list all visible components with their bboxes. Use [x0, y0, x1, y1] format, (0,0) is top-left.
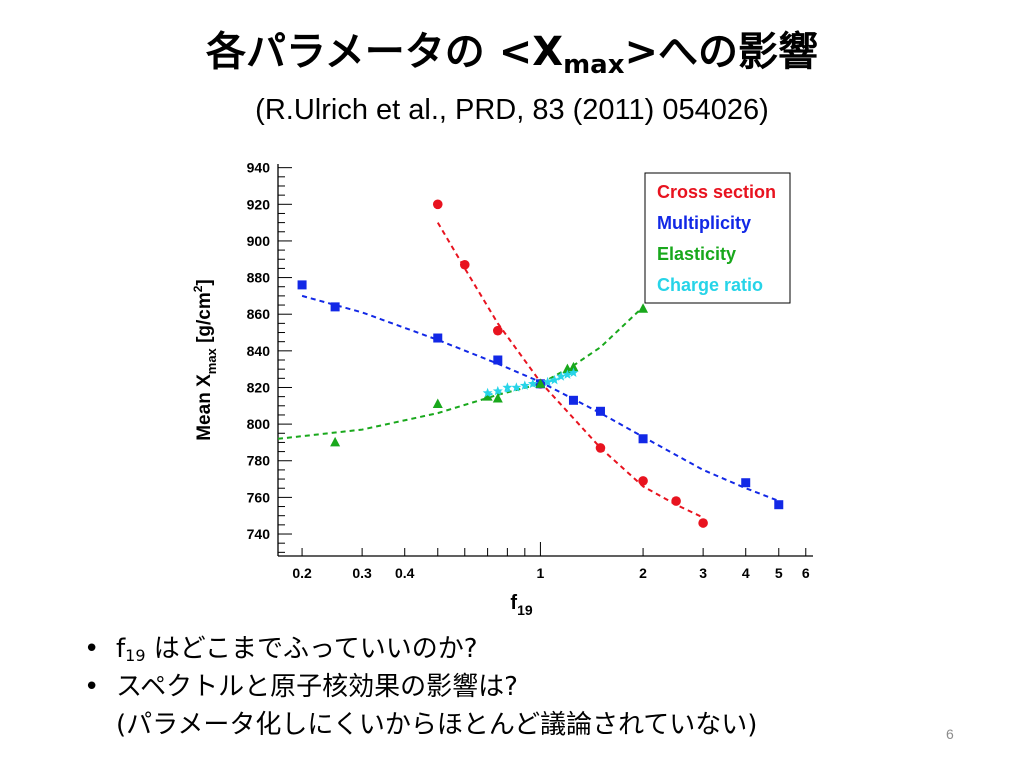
- data-point: [568, 395, 578, 405]
- bullet-item: • f19 はどこまでふっていいのか?: [84, 630, 757, 668]
- x-axis: 0.2 0.3 0.4 1 2 3 4 5 6: [292, 542, 810, 581]
- data-point: [595, 443, 606, 453]
- fit-curve: [301, 294, 780, 502]
- y-tick-label: 880: [247, 270, 271, 286]
- data-point: [595, 406, 605, 416]
- x-axis-title: f19: [510, 592, 532, 615]
- bullet-text: (パラメータ化しにくいからほとんど議論されていない): [116, 710, 758, 740]
- fit-curve: [277, 306, 644, 440]
- data-point: [459, 259, 470, 270]
- y-tick-label: 920: [247, 196, 271, 212]
- data-point: [433, 333, 443, 343]
- y-title-part: max: [204, 347, 219, 374]
- y-tick-label: 860: [247, 306, 271, 322]
- bullet-text: はどこまでふっていいのか?: [145, 634, 478, 664]
- data-point: [432, 199, 443, 210]
- data-point: [638, 434, 648, 444]
- data-point: [671, 496, 681, 506]
- data-point: [698, 518, 708, 528]
- xmax-chart: 740 760 780 800 820 840 860 880 900 920 940 0.2 0.3…: [191, 160, 813, 615]
- data-point: [556, 371, 567, 381]
- slide-title: 各パラメータの <Xmax>への影響: [0, 28, 1024, 78]
- data-points: [297, 199, 784, 528]
- y-axis-title: Mean Xmax [g/cm2]: [191, 279, 219, 441]
- x-tick-label: 0.2: [292, 565, 312, 581]
- legend-entry: Cross section: [657, 182, 776, 202]
- data-point: [542, 376, 553, 387]
- data-point: [432, 398, 443, 408]
- bullet-marker: •: [84, 672, 100, 702]
- data-point: [502, 382, 513, 392]
- y-tick-label: 900: [247, 233, 271, 249]
- data-point: [562, 369, 573, 379]
- data-point: [482, 387, 493, 398]
- y-tick-label: 940: [247, 160, 271, 176]
- data-point: [297, 280, 307, 290]
- data-point: [535, 378, 546, 388]
- page-number: 6: [946, 726, 954, 742]
- bullet-item: • スペクトルと原子核効果の影響は?: [84, 668, 757, 706]
- slide-subtitle: (R.Ulrich et al., PRD, 83 (2011) 054026): [255, 94, 769, 126]
- data-point: [493, 355, 503, 365]
- x-axis-title: f19: [510, 592, 532, 615]
- x-title-main: f: [510, 592, 517, 614]
- y-tick-label: 780: [247, 453, 271, 469]
- data-point: [511, 382, 522, 392]
- data-point: [330, 436, 341, 447]
- fit-curve: [436, 222, 704, 519]
- data-point: [568, 361, 579, 372]
- legend-entry: Multiplicity: [657, 213, 751, 233]
- legend-entry: Elasticity: [657, 244, 736, 264]
- data-point: [482, 391, 493, 401]
- x-tick-label: 6: [802, 565, 810, 581]
- data-point: [549, 374, 560, 385]
- x-tick-label: 2: [639, 565, 647, 581]
- x-tick-label: 3: [699, 565, 707, 581]
- legend-entry: Charge ratio: [657, 275, 763, 295]
- slide-title-tail: >への影響: [624, 29, 819, 75]
- data-point: [638, 303, 649, 313]
- bullet-subscript: 19: [125, 646, 146, 665]
- bullet-marker: •: [84, 634, 100, 664]
- bullet-prefix: f: [116, 634, 126, 664]
- x-tick-label: 4: [742, 565, 750, 581]
- slide-title-main: 各パラメータの <X: [205, 29, 564, 75]
- y-tick-label: 760: [247, 489, 271, 505]
- data-point: [774, 500, 784, 510]
- y-tick-label: 740: [247, 526, 271, 542]
- slide-title-subscript: max: [563, 50, 625, 80]
- bullet-item: (パラメータ化しにくいからほとんど議論されていない): [84, 706, 757, 744]
- x-tick-label: 5: [775, 565, 783, 581]
- data-point: [330, 302, 340, 312]
- y-axis-title: Mean Xmax [g/cm2]: [191, 279, 219, 441]
- data-point: [527, 378, 538, 388]
- x-tick-label: 0.4: [395, 565, 415, 581]
- y-title-part: 2: [191, 285, 205, 292]
- data-point: [493, 325, 503, 336]
- x-tick-label: 1: [537, 565, 545, 581]
- data-point: [492, 385, 503, 396]
- y-tick-label: 820: [247, 379, 271, 395]
- data-point: [638, 476, 648, 486]
- legend-box: [644, 172, 791, 304]
- data-point: [741, 478, 751, 488]
- chart-legend: Cross section Multiplicity Elasticity Charg…: [644, 172, 791, 304]
- y-tick-label: 800: [247, 416, 271, 432]
- x-title-sub: 19: [517, 602, 533, 615]
- bullet-text: スペクトルと原子核効果の影響は?: [116, 672, 518, 702]
- y-tick-label: 840: [247, 343, 271, 359]
- x-tick-label: 0.3: [352, 565, 372, 581]
- data-point: [519, 380, 530, 390]
- y-axis: 740 760 780 800 820 840 860 880 900 920 940: [247, 160, 292, 553]
- bullet-list: • f19 はどこまでふっていいのか? • スペクトルと原子核効果の影響は? (パラ…: [84, 630, 757, 744]
- data-point: [492, 392, 503, 403]
- y-title-part: [g/cm: [194, 292, 215, 348]
- y-title-part: ]: [194, 279, 215, 285]
- y-title-part: Mean X: [194, 374, 215, 441]
- data-point: [568, 367, 579, 377]
